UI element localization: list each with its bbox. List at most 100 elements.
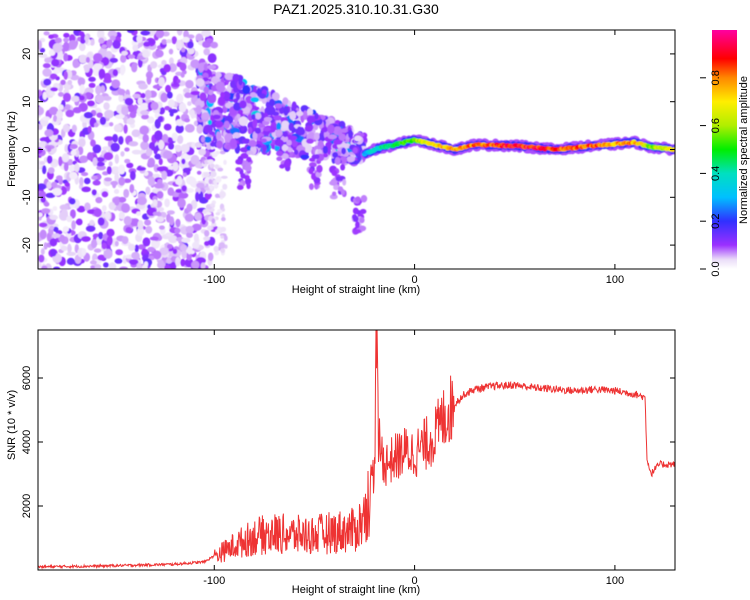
spectrogram-cell [283,105,289,116]
spectrogram-cell [195,78,205,87]
spectrogram-cell [276,122,282,131]
spectrogram-cell [109,122,114,127]
spectrogram-cell [331,169,338,177]
spectrogram-cell [63,41,70,52]
spectrogram-cell [214,164,219,170]
spectrogram-cell [207,159,214,164]
spectrogram-cell [205,211,212,215]
spectrogram-cell [138,83,148,90]
spectrogram-cell [334,157,341,165]
spectrogram-cell [102,171,109,176]
spectrogram-cell [195,33,203,42]
spectrogram-cell [286,139,292,146]
spectrogram-cell [146,116,155,124]
spectrogram-cell [68,165,76,172]
spectrogram-cell [233,102,242,111]
spectrogram-cell [39,137,50,142]
spectrogram-cell [46,233,52,242]
spectrogram-cell [118,176,126,186]
spectrogram-cell [220,248,226,253]
spectrogram-cell [169,111,174,117]
spectrogram-cell [167,99,175,108]
spectrogram-cell [175,218,181,228]
spectrogram-cell [113,188,120,195]
spectrogram-cell [285,159,290,166]
spectrogram-cell [128,259,139,265]
spectrogram-cell [200,262,206,269]
spectrogram-cell [211,152,218,158]
colorbar-label: Normalized spectral amplitude [738,76,750,224]
spectrogram-cell [176,93,184,104]
spectrogram-cell [159,247,169,256]
spectrogram-cell [316,164,323,173]
spectrogram-cell [176,78,181,84]
spectrogram-cell [124,158,131,164]
spectrogram-cell [140,141,149,151]
spectrogram-cell [281,144,289,152]
spectrogram-cell [89,219,95,226]
spectrogram-cell [62,124,71,133]
spectrogram-cell [40,196,46,203]
spectrogram-cell [46,181,52,190]
spectrogram-cell [114,198,120,206]
spectrogram-cell [121,106,129,116]
spectrogram-cell [119,266,128,269]
spectrogram-cell [244,164,252,172]
spectrogram-cell [38,260,42,269]
spectrogram-cell [360,195,368,203]
spectrogram-cell [131,251,140,260]
spectrogram-y-tick-label: -20 [21,237,33,253]
spectrogram-cell [210,170,217,178]
colorbar-tick-label: 0.0 [710,261,722,276]
spectrogram-cell [235,92,241,101]
spectrogram-cell [155,49,164,58]
spectrogram-cell [184,92,192,99]
spectrogram-cell [46,155,53,164]
spectrogram-cell [175,39,182,50]
spectrogram-cell [104,177,113,182]
spectrogram-cell [223,159,227,165]
spectrogram-cell [203,63,209,71]
spectrogram-cell [83,112,93,119]
spectrogram-cell [156,190,164,199]
spectrogram-cell [155,30,165,39]
spectrogram-cell [92,157,98,167]
spectrogram-cell [97,254,106,261]
spectrogram-cell [348,129,353,139]
spectrogram-cell [85,56,90,63]
spectrogram-cell [53,226,59,232]
spectrogram-cell [109,57,118,63]
spectrogram-cell [75,219,83,225]
spectrogram-cell [332,151,339,158]
spectrogram-cell [134,244,139,253]
spectrogram-cell [248,139,257,148]
spectrogram-cell [76,205,86,213]
spectrogram-cell [110,180,119,186]
spectrogram-cell [322,145,328,155]
spectrogram-cell [148,39,156,44]
spectrogram-cell [101,242,107,250]
spectrogram-y-tick-label: 20 [21,48,33,60]
spectrogram-cell [44,57,53,63]
spectrogram-cell [359,208,367,215]
spectrogram-cell [327,124,335,134]
spectrogram-cell [139,110,150,116]
spectrogram-cell [91,189,97,196]
spectrogram-cell [282,97,289,106]
spectrogram-cell [178,192,189,199]
spectrogram-cell [114,154,120,164]
spectrogram-cell [52,206,58,211]
spectrogram-cell [154,130,163,141]
spectrogram-cell [103,72,112,83]
spectrogram-cell [88,76,96,82]
spectrogram-cell [291,101,297,111]
spectrogram-cell [191,223,202,232]
spectrogram-cell [90,239,98,249]
spectrogram-cell [321,127,328,133]
spectrogram-cell [154,182,164,189]
spectrogram-cell [219,150,226,155]
spectrogram-cell [252,118,258,129]
chart-title: PAZ1.2025.310.10.31.G30 [273,1,439,17]
spectrogram-cell [63,53,69,62]
spectrogram-cell [185,187,195,193]
